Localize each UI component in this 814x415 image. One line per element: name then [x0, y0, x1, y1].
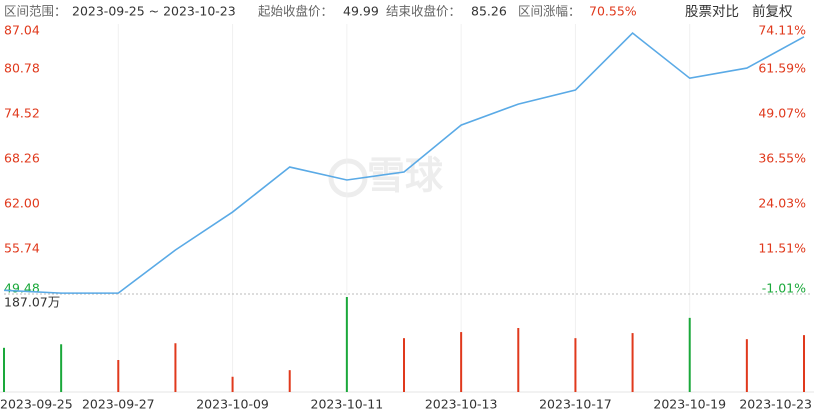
x-tick-label: 2023-09-25 — [0, 397, 73, 412]
y2-tick-label: 24.03% — [758, 196, 806, 211]
volume-bar — [631, 333, 634, 392]
volume-bar — [3, 347, 5, 392]
volume-bar — [288, 370, 291, 392]
volume-bar — [460, 332, 463, 392]
volume-bar — [231, 376, 234, 392]
y-tick-label: 87.04 — [4, 23, 40, 38]
x-tick-label: 2023-10-23 — [739, 397, 812, 412]
volume-bar — [345, 297, 348, 392]
y2-tick-label: 49.07% — [758, 106, 806, 121]
price-line — [3, 31, 805, 294]
y-tick-label: 62.00 — [4, 196, 40, 211]
volume-bar — [517, 328, 520, 392]
range-label: 区间范围： — [4, 4, 67, 19]
x-tick-label: 2023-10-17 — [539, 397, 612, 412]
x-tick-label: 2023-10-13 — [425, 397, 498, 412]
y-tick-label: 49.48 — [4, 281, 40, 296]
change-label: 区间涨幅： — [518, 4, 581, 19]
start: 49.99 — [343, 4, 379, 19]
volume-tick-label: 187.07万 — [4, 295, 60, 310]
end-label: 结束收盘价： — [386, 4, 461, 19]
y2-tick-label: 36.55% — [758, 151, 806, 166]
start-label: 起始收盘价： — [258, 4, 333, 19]
y2-tick-label: 74.11% — [758, 23, 806, 38]
volume-bar — [803, 335, 805, 392]
compare-button[interactable]: 股票对比 — [685, 4, 739, 20]
x-tick-label: 2023-10-09 — [196, 397, 269, 412]
volume-bar — [574, 338, 577, 392]
change: 70.55% — [589, 4, 637, 19]
y-tick-label: 68.26 — [4, 151, 40, 166]
volume-bar — [745, 339, 748, 392]
range: 2023-09-25 ~ 2023-10-23 — [72, 4, 236, 19]
x-tick-label: 2023-10-19 — [653, 397, 726, 412]
volume-bar — [688, 317, 691, 392]
adjust-button[interactable]: 前复权 — [752, 3, 793, 20]
y2-tick-label: 11.51% — [758, 241, 806, 256]
y-tick-label: 74.52 — [4, 106, 40, 121]
y-tick-label: 80.78 — [4, 61, 40, 76]
y2-tick-label: -1.01% — [762, 281, 806, 296]
y2-tick-label: 61.59% — [758, 61, 806, 76]
volume-bar — [60, 344, 63, 392]
y-tick-label: 55.74 — [4, 241, 40, 256]
volume-bar — [174, 343, 177, 392]
volume-bar — [403, 338, 405, 392]
x-tick-label: 2023-09-27 — [82, 397, 155, 412]
x-tick-label: 2023-10-11 — [311, 397, 384, 412]
volume-bar — [117, 360, 120, 392]
end: 85.26 — [471, 4, 507, 19]
